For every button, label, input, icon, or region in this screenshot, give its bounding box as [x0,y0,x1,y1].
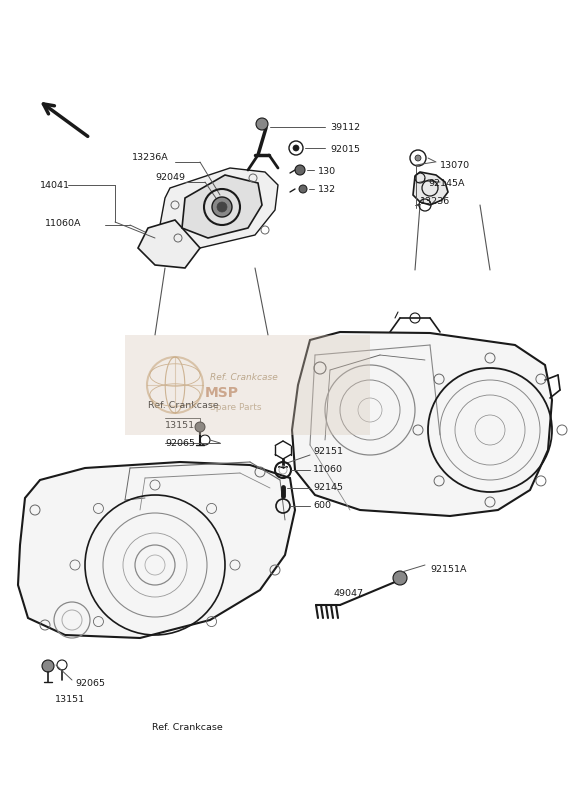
Circle shape [415,155,421,161]
Text: 92145A: 92145A [428,178,464,187]
Text: 92065: 92065 [165,438,195,447]
Text: 11060A: 11060A [45,219,82,229]
Text: 92151A: 92151A [430,566,467,574]
Text: 92049: 92049 [155,174,185,182]
Text: 92145: 92145 [313,483,343,493]
Circle shape [217,202,227,212]
Circle shape [299,185,307,193]
Circle shape [42,660,54,672]
Circle shape [393,571,407,585]
Text: Ref. Crankcase: Ref. Crankcase [210,374,278,382]
Text: 13236A: 13236A [132,154,169,162]
Text: 13151: 13151 [165,421,195,430]
Text: 92151: 92151 [313,447,343,457]
Text: 600: 600 [313,502,331,510]
Polygon shape [413,172,448,205]
Circle shape [212,197,232,217]
Polygon shape [138,220,200,268]
Text: MSP: MSP [205,386,239,400]
Polygon shape [182,175,262,238]
FancyBboxPatch shape [125,335,370,435]
Text: 13236: 13236 [420,198,450,206]
Polygon shape [292,332,552,516]
Text: 92065: 92065 [75,678,105,687]
Text: Ref. Crankcase: Ref. Crankcase [148,401,219,410]
Text: 132: 132 [318,186,336,194]
Text: Spare Parts: Spare Parts [210,403,262,413]
Text: 13070: 13070 [440,161,470,170]
Text: 39112: 39112 [330,123,360,133]
Circle shape [295,165,305,175]
Polygon shape [160,168,278,248]
Circle shape [195,422,205,432]
Circle shape [293,145,299,151]
Text: 92015: 92015 [330,146,360,154]
Text: 13151: 13151 [55,695,85,705]
Text: 14041: 14041 [40,181,70,190]
Text: 130: 130 [318,167,336,177]
Text: Ref. Crankcase: Ref. Crankcase [152,722,223,731]
Polygon shape [18,462,295,638]
Text: 11060: 11060 [313,466,343,474]
Text: 49047: 49047 [334,590,364,598]
Circle shape [256,118,268,130]
